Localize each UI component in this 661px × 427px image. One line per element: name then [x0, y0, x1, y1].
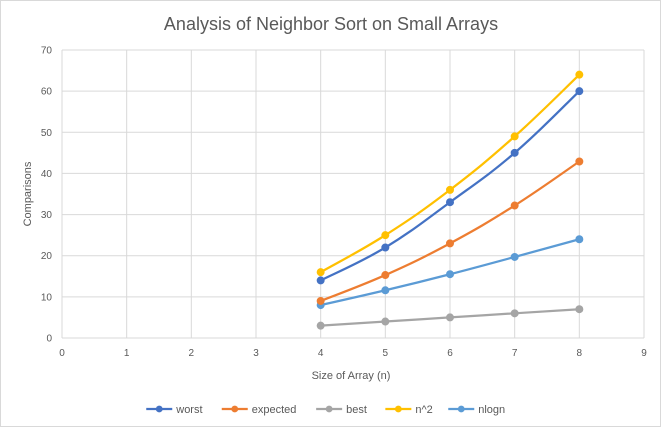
- data-point: [445, 313, 454, 322]
- data-point: [510, 201, 519, 210]
- series-nlogn: [316, 235, 584, 310]
- data-point: [316, 321, 325, 330]
- legend-label: expected: [252, 404, 297, 416]
- x-tick-label: 5: [383, 348, 389, 359]
- legend-label: n^2: [415, 404, 432, 416]
- data-point: [510, 252, 519, 261]
- data-point: [381, 286, 390, 295]
- y-tick-label: 40: [41, 169, 53, 180]
- data-point: [381, 271, 390, 280]
- x-axis-label: Size of Array (n): [312, 370, 391, 382]
- legend-label: worst: [175, 404, 202, 416]
- data-point: [575, 235, 584, 244]
- legend-item: nlogn: [448, 404, 505, 416]
- data-point: [575, 87, 584, 96]
- series-expected: [316, 157, 584, 305]
- data-point: [445, 270, 454, 279]
- x-tick-label: 2: [189, 348, 195, 359]
- x-tick-label: 8: [577, 348, 583, 359]
- y-tick-label: 0: [46, 334, 52, 345]
- data-point: [381, 317, 390, 326]
- data-point: [510, 148, 519, 157]
- x-tick-label: 4: [318, 348, 324, 359]
- legend-marker: [155, 405, 163, 413]
- data-point: [575, 157, 584, 166]
- data-point: [575, 70, 584, 79]
- data-point: [445, 239, 454, 248]
- legend-label: nlogn: [478, 404, 505, 416]
- data-point: [510, 132, 519, 141]
- series-worst: [316, 87, 584, 285]
- chart-title: Analysis of Neighbor Sort on Small Array…: [164, 14, 498, 34]
- data-point: [381, 243, 390, 252]
- legend-marker: [325, 405, 333, 413]
- y-tick-label: 30: [41, 210, 53, 221]
- legend-marker: [394, 405, 402, 413]
- data-point: [575, 305, 584, 314]
- data-point: [445, 198, 454, 207]
- x-tick-label: 1: [124, 348, 130, 359]
- data-point: [316, 296, 325, 305]
- data-point: [510, 309, 519, 318]
- x-tick-label: 7: [512, 348, 518, 359]
- data-point: [316, 268, 325, 277]
- y-tick-label: 50: [41, 128, 53, 139]
- y-tick-label: 60: [41, 87, 53, 98]
- y-tick-label: 20: [41, 251, 53, 262]
- series-best: [316, 305, 584, 330]
- x-tick-label: 3: [253, 348, 259, 359]
- legend-item: worst: [146, 404, 203, 416]
- y-axis-label: Comparisons: [22, 161, 34, 226]
- series-n-2: [316, 70, 584, 277]
- x-tick-label: 0: [59, 348, 65, 359]
- data-point: [381, 231, 390, 240]
- legend-marker: [457, 405, 465, 413]
- x-tick-label: 9: [641, 348, 647, 359]
- y-tick-label: 10: [41, 292, 53, 303]
- x-tick-label: 6: [447, 348, 453, 359]
- data-point: [445, 185, 454, 194]
- legend-item: best: [316, 404, 367, 416]
- legend-item: expected: [221, 404, 297, 416]
- legend-label: best: [346, 404, 367, 416]
- y-tick-label: 70: [41, 46, 53, 57]
- data-point: [316, 276, 325, 285]
- legend-marker: [231, 405, 239, 413]
- legend-item: n^2: [385, 404, 433, 416]
